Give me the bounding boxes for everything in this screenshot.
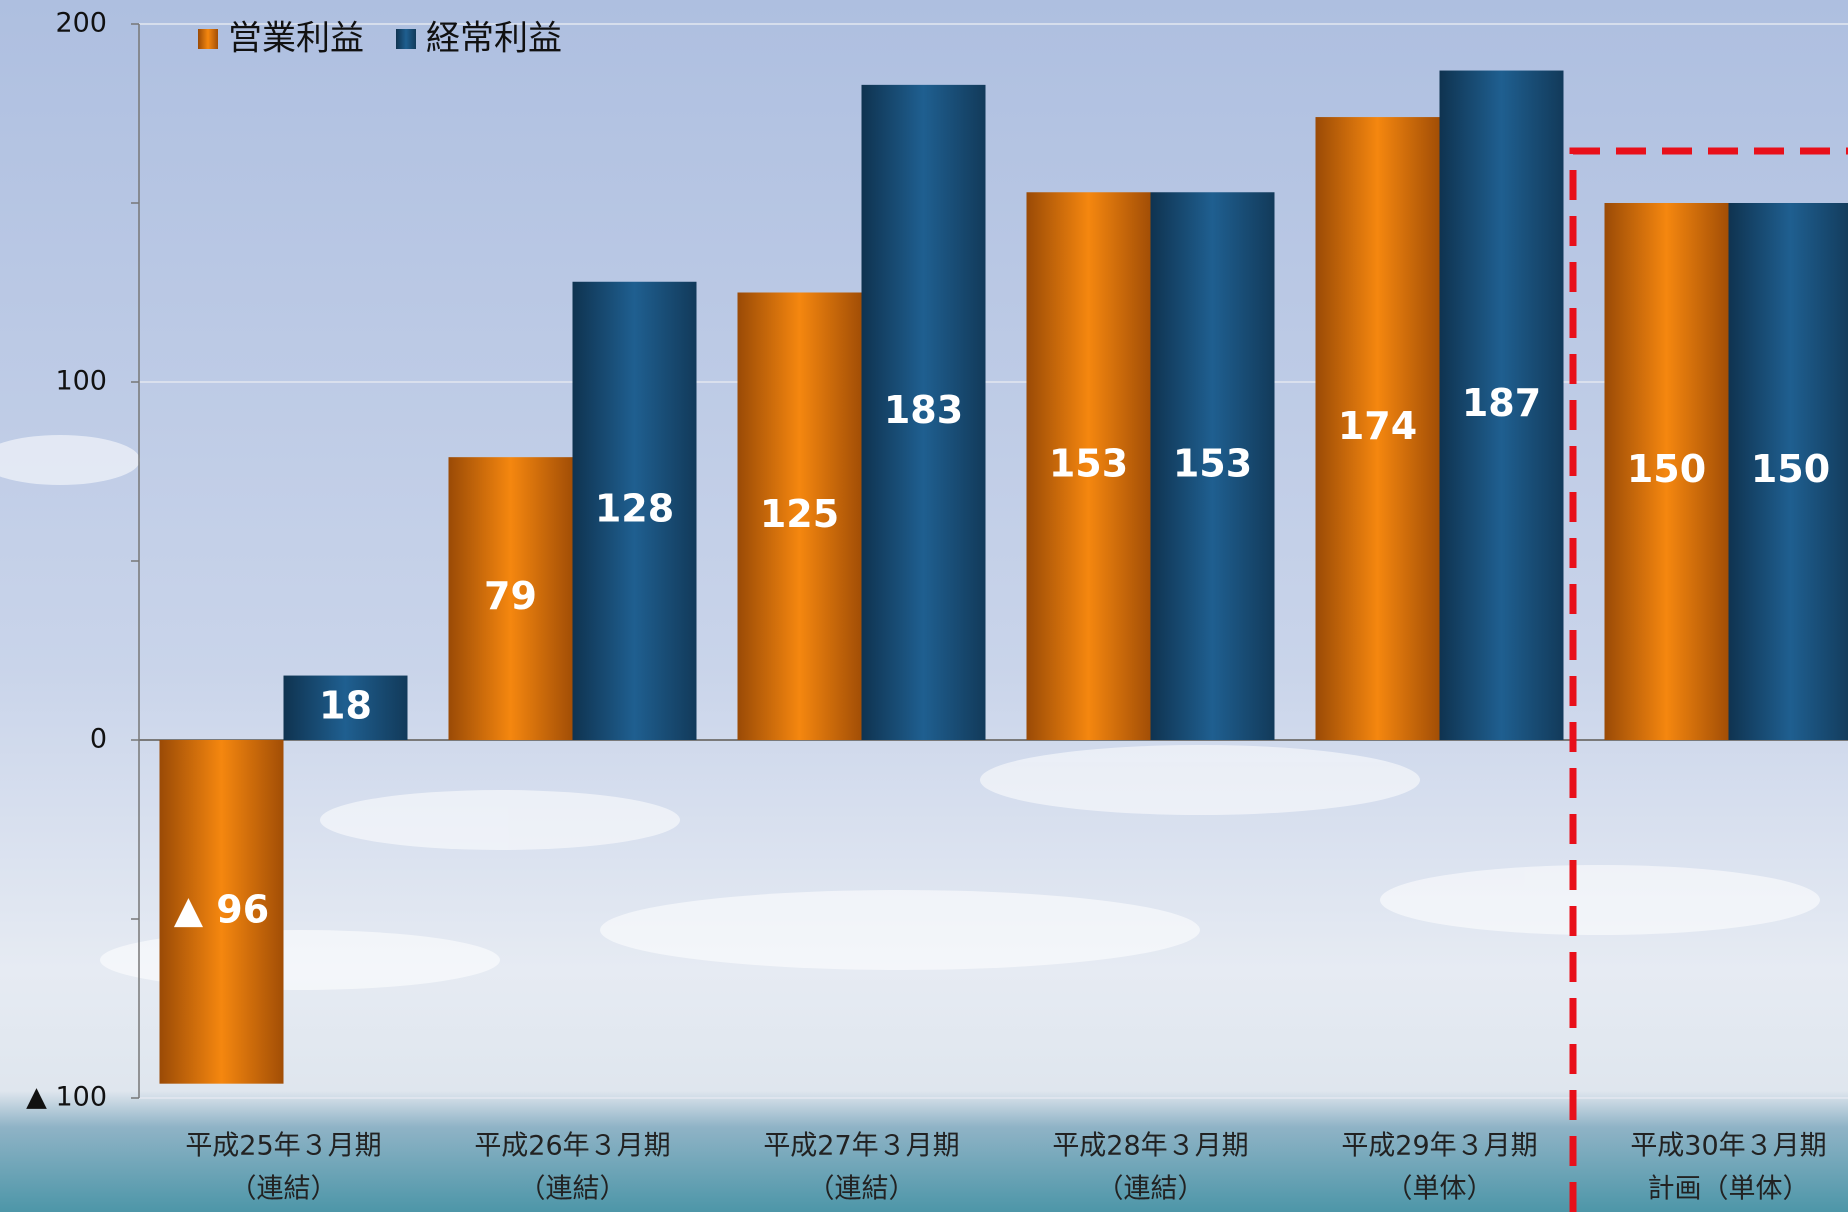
- x-tick-label: 平成28年３月期: [1052, 1131, 1248, 1162]
- data-label: 150: [1751, 447, 1830, 491]
- y-tick-label: ▲ 100: [26, 1082, 107, 1113]
- bar: [737, 292, 862, 740]
- legend-label: 営業利益: [228, 19, 364, 59]
- highlight-box: [1569, 147, 1848, 1212]
- data-label: 125: [760, 492, 839, 536]
- x-tick-label: 平成30年３月期: [1630, 1131, 1826, 1162]
- bar: [1026, 192, 1151, 740]
- data-label: 183: [884, 388, 963, 432]
- bar: [1604, 203, 1729, 740]
- x-tick-label: 平成27年３月期: [763, 1131, 959, 1162]
- data-label: 79: [484, 574, 537, 618]
- x-tick-label: 平成26年３月期: [474, 1131, 670, 1162]
- bar: [1150, 192, 1275, 740]
- data-label: 128: [595, 486, 674, 530]
- x-tick-label: （連結）: [230, 1174, 338, 1205]
- data-label: 153: [1173, 442, 1252, 486]
- x-tick-label: 計画（単体）: [1648, 1174, 1810, 1205]
- legend-swatch: [396, 29, 416, 49]
- legend-label: 経常利益: [426, 19, 562, 59]
- bar: [448, 457, 573, 740]
- data-label: ▲ 96: [174, 887, 269, 931]
- data-label: 18: [319, 683, 372, 727]
- x-tick-label: 平成25年３月期: [185, 1131, 381, 1162]
- bar: [1728, 203, 1848, 740]
- data-label: 187: [1462, 381, 1541, 425]
- bar: [159, 740, 284, 1084]
- x-tick-label: （連結）: [1097, 1174, 1205, 1205]
- y-tick-label: 200: [55, 8, 107, 39]
- bar: [1439, 70, 1564, 741]
- bar: [1315, 117, 1440, 740]
- x-tick-label: （連結）: [808, 1174, 916, 1205]
- bar: [283, 675, 408, 740]
- y-tick-label: 100: [55, 366, 107, 397]
- x-tick-label: （単体）: [1386, 1174, 1494, 1205]
- bar: [572, 281, 697, 740]
- legend-swatch: [198, 29, 218, 49]
- x-tick-label: 平成29年３月期: [1341, 1131, 1537, 1162]
- y-tick-label: 0: [90, 724, 107, 755]
- bar: [861, 84, 986, 741]
- data-label: 153: [1049, 442, 1128, 486]
- data-label: 150: [1627, 447, 1706, 491]
- x-tick-label: （連結）: [519, 1174, 627, 1205]
- data-label: 174: [1338, 404, 1417, 448]
